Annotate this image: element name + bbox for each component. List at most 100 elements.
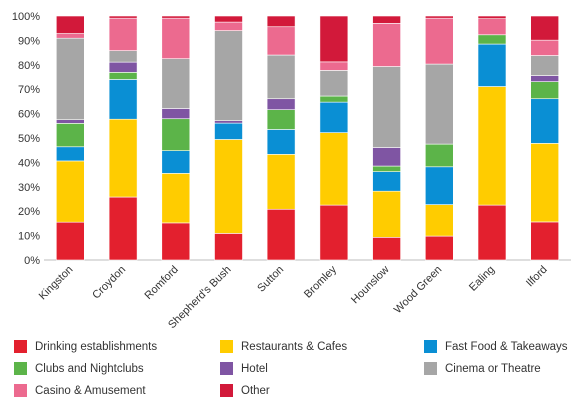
legend-swatch [424, 362, 437, 375]
bar-segment [477, 204, 507, 261]
legend-swatch [220, 340, 233, 353]
legend-label: Cinema or Theatre [445, 362, 541, 375]
legend-item: Cinema or Theatre [424, 362, 541, 375]
bar-segment [161, 150, 191, 174]
bar-segment [161, 58, 191, 109]
bar-segment [266, 54, 296, 100]
bar-segment [161, 17, 191, 60]
bar-segment [214, 120, 243, 124]
bar-segment [530, 75, 560, 82]
bar-segment [319, 101, 349, 133]
bar-segment [319, 70, 349, 97]
bar-segment [477, 43, 507, 87]
bar-segment [266, 15, 296, 28]
bar-segment [319, 61, 349, 71]
bar-segment [55, 33, 85, 39]
bar-stack [477, 15, 507, 261]
legend-label: Clubs and Nightclubs [35, 362, 144, 375]
bar-segment [530, 98, 560, 144]
bar-segment [266, 26, 296, 56]
bar-segment [108, 118, 138, 198]
bar-segment [108, 17, 138, 51]
bar-segment [424, 63, 454, 145]
bar-segment [319, 95, 349, 103]
y-axis: 0% 10% 20% 30% 40% 50% 60% 70% 80% 90% 100% [12, 11, 40, 267]
bar-segment [55, 15, 85, 34]
bar-segment [372, 66, 401, 148]
y-tick-label: 60% [18, 109, 40, 121]
x-tick-label: Ealing [467, 264, 497, 294]
bar-segment [214, 30, 243, 121]
bar-segment [424, 143, 454, 168]
x-tick-label: Ilford [524, 264, 550, 290]
y-tick-label: 0% [24, 255, 40, 267]
bar-segment [161, 118, 191, 151]
bar-segment [214, 15, 243, 23]
x-tick-label: Croydon [90, 264, 128, 302]
bar-segment [372, 15, 401, 24]
bar-segment [161, 173, 191, 224]
x-tick-label: Wood Green [392, 264, 444, 316]
bar-segment [214, 21, 243, 31]
bar-segment [108, 72, 138, 80]
y-tick-label: 10% [18, 231, 40, 243]
bars [55, 15, 560, 261]
bar-segment [530, 143, 560, 223]
legend-label: Restaurants & Cafes [241, 340, 348, 353]
bar-stack [424, 15, 454, 261]
bar-stack [319, 15, 349, 261]
legend-item: Hotel [220, 362, 268, 375]
bar-segment [266, 129, 296, 155]
bar-stack [530, 15, 560, 261]
y-tick-label: 80% [18, 60, 40, 72]
bar-segment [55, 119, 85, 124]
legend-swatch [14, 384, 27, 397]
bar-segment [266, 154, 296, 210]
bar-segment [477, 86, 507, 206]
bar-segment [372, 171, 401, 192]
bar-segment [530, 55, 560, 76]
legend-item: Fast Food & Takeaways [424, 340, 568, 353]
legend-item: Clubs and Nightclubs [14, 362, 144, 375]
bar-segment [108, 79, 138, 120]
bar-segment [55, 37, 85, 121]
bar-stack [214, 15, 243, 261]
bar-segment [424, 204, 454, 237]
legend-item: Restaurants & Cafes [220, 340, 347, 353]
bar-stack [108, 15, 138, 261]
bar-segment [372, 237, 401, 261]
bar-segment [214, 139, 243, 234]
y-tick-label: 70% [18, 84, 40, 96]
y-tick-label: 100% [12, 11, 40, 23]
bar-segment [55, 221, 85, 261]
bar-segment [477, 15, 507, 19]
bar-segment [161, 222, 191, 261]
legend-swatch [424, 340, 437, 353]
y-tick-label: 20% [18, 206, 40, 218]
bar-segment [372, 190, 401, 238]
bar-segment [214, 233, 243, 261]
y-tick-label: 90% [18, 35, 40, 47]
legend-item: Other [220, 384, 270, 397]
bar-stack [161, 15, 191, 261]
x-tick-label: Hounslow [349, 264, 392, 307]
bar-segment [161, 15, 191, 19]
bar-segment [266, 208, 296, 261]
bar-stack [372, 15, 401, 261]
bar-segment [266, 109, 296, 130]
bar-segment [55, 146, 85, 162]
bar-segment [424, 235, 454, 261]
legend-label: Hotel [241, 362, 268, 375]
legend-swatch [220, 384, 233, 397]
bar-segment [108, 15, 138, 19]
x-tick-label: Bromley [302, 263, 339, 300]
legend-label: Casino & Amusement [35, 384, 146, 397]
legend-swatch [220, 362, 233, 375]
bar-segment [55, 123, 85, 148]
bar-segment [530, 221, 560, 261]
bar-segment [161, 108, 191, 120]
bar-segment [55, 160, 85, 223]
bar-segment [319, 15, 349, 63]
x-tick-label: Sutton [255, 264, 286, 295]
